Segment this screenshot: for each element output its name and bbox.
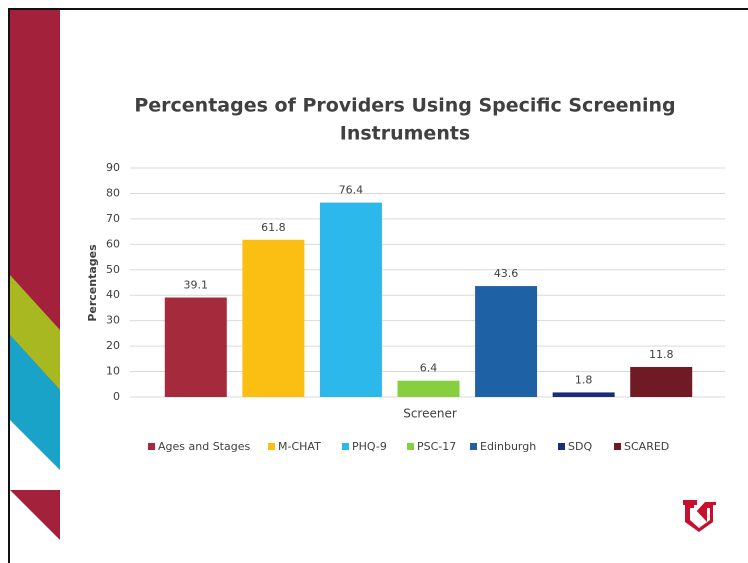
y-tick-label: 20 — [106, 339, 120, 352]
bar — [164, 297, 227, 397]
legend-swatch — [558, 443, 565, 450]
legend-swatch — [148, 443, 155, 450]
y-tick-label: 30 — [106, 314, 120, 327]
y-tick-label: 80 — [106, 186, 120, 199]
value-label: 61.8 — [261, 221, 286, 234]
y-tick-label: 90 — [106, 161, 120, 174]
legend-label: SDQ — [568, 440, 592, 453]
y-tick-label: 10 — [106, 365, 120, 378]
value-label: 1.8 — [575, 373, 593, 386]
legend-swatch — [342, 443, 349, 450]
stripe-gap — [10, 490, 60, 563]
value-label: 43.6 — [494, 267, 519, 280]
legend-swatch — [614, 443, 621, 450]
stripe-accent — [10, 275, 60, 390]
stripe-accent — [10, 335, 60, 470]
value-label: 11.8 — [649, 348, 674, 361]
chart-title: Instruments — [340, 123, 471, 145]
legend-swatch — [268, 443, 275, 450]
bar — [475, 286, 538, 397]
y-tick-label: 0 — [113, 390, 120, 403]
legend-label: Edinburgh — [480, 440, 536, 453]
legend-label: SCARED — [624, 440, 669, 453]
y-tick-label: 70 — [106, 212, 120, 225]
y-tick-label: 60 — [106, 237, 120, 250]
value-label: 6.4 — [420, 362, 438, 375]
value-label: 39.1 — [184, 279, 209, 292]
legend-label: M-CHAT — [278, 440, 321, 453]
legend-label: PSC-17 — [417, 440, 456, 453]
chart-area — [68, 75, 744, 470]
legend-label: PHQ-9 — [352, 440, 387, 453]
legend-label: Ages and Stages — [158, 440, 250, 453]
y-tick-label: 40 — [106, 288, 120, 301]
bar — [630, 366, 693, 397]
legend-swatch — [407, 443, 414, 450]
logo-letter — [690, 508, 710, 528]
bar — [552, 392, 615, 397]
legend-swatch — [470, 443, 477, 450]
bar — [242, 239, 305, 397]
logo — [683, 500, 716, 532]
x-axis-title: Screener — [403, 407, 457, 421]
y-axis-title: Percentages — [86, 244, 99, 322]
value-label: 76.4 — [339, 184, 364, 197]
stripe-gap — [10, 420, 60, 490]
y-tick-label: 50 — [106, 263, 120, 276]
chart-title: Percentages of Providers Using Specific … — [134, 95, 675, 117]
bar — [319, 202, 382, 397]
bar — [397, 380, 460, 397]
